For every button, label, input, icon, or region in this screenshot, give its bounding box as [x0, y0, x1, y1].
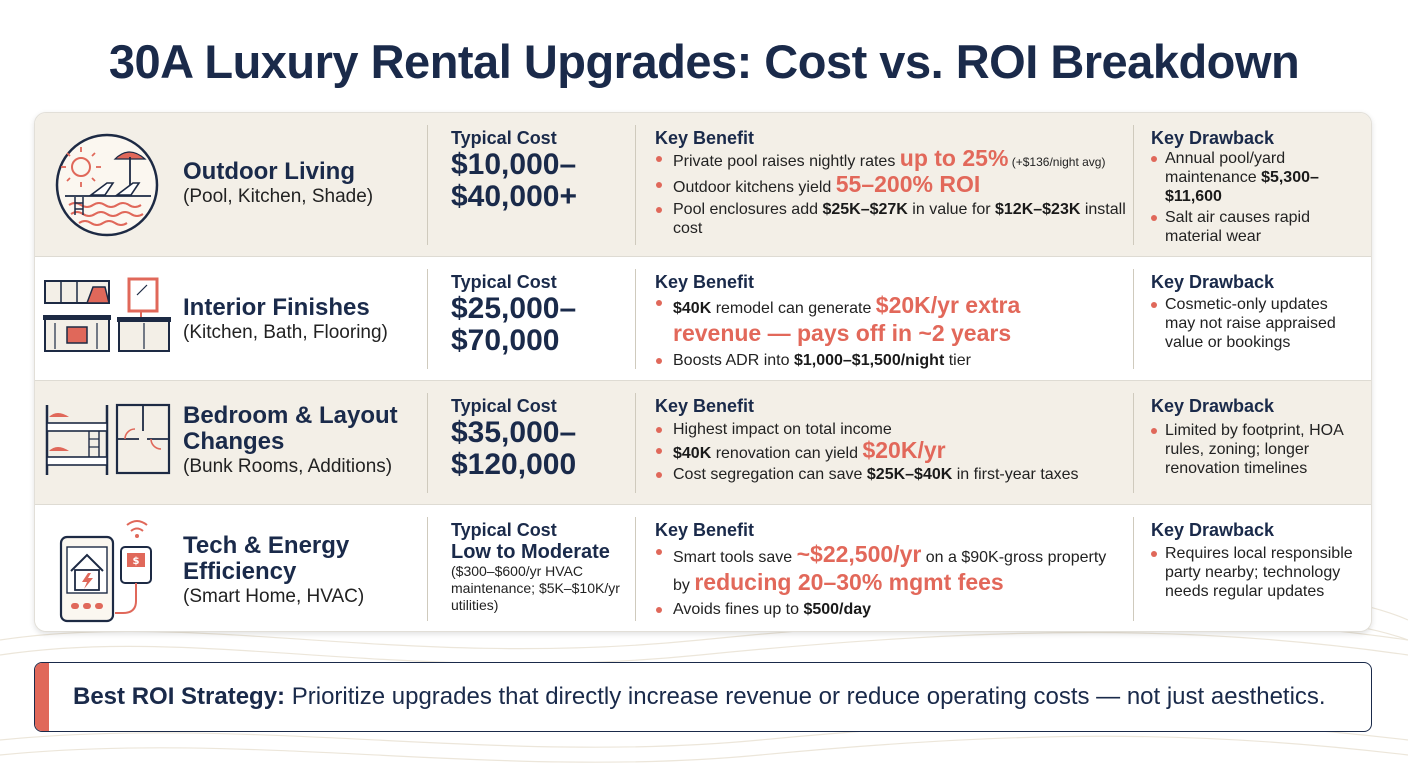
drawback-list: Annual pool/yard maintenance $5,300–$11,…	[1151, 149, 1361, 246]
cost-header: Typical Cost	[451, 272, 557, 292]
benefit-header: Key Benefit	[655, 520, 755, 540]
drawback-item: Cosmetic-only updates may not raise appr…	[1151, 295, 1351, 352]
page-title: 30A Luxury Rental Upgrades: Cost vs. ROI…	[108, 35, 1300, 88]
benefit-item: Smart tools save ~$22,500/yr on a $90K-g…	[655, 542, 1125, 598]
cost-value-line2: $120,000	[451, 448, 577, 481]
cost-value-line1: $35,000–	[451, 416, 577, 449]
drawback-header: Key Drawback	[1151, 128, 1275, 148]
category-subtitle: (Smart Home, HVAC)	[183, 586, 365, 607]
table-row-outdoor-living: Outdoor Living (Pool, Kitchen, Shade) Ty…	[35, 113, 1371, 257]
best-roi-strategy-callout: Best ROI Strategy: Prioritize upgrades t…	[34, 662, 1372, 732]
benefit-item: $40K remodel can generate $20K/yr extra …	[655, 293, 1075, 349]
benefit-item: Private pool raises nightly rates up to …	[655, 147, 1135, 172]
benefit-item: $40K renovation can yield $20K/yr	[655, 439, 1135, 463]
table-row-tech-energy: $ Tech & Energy Efficiency (Smart Home, …	[35, 505, 1371, 631]
benefit-item: Pool enclosures add $25K–$27K in value f…	[655, 200, 1135, 238]
outdoor-pool-icon	[55, 133, 159, 237]
category-name: Bedroom & Layout Changes	[183, 402, 398, 455]
cost-value: Low to Moderate	[451, 541, 610, 563]
benefit-header: Key Benefit	[655, 272, 755, 292]
category-name: Outdoor Living	[183, 158, 355, 185]
upgrades-table: Outdoor Living (Pool, Kitchen, Shade) Ty…	[34, 112, 1372, 632]
cost-header: Typical Cost	[451, 520, 557, 540]
bunk-bed-floorplan-icon	[45, 403, 171, 475]
benefit-list: Highest impact on total income $40K reno…	[655, 420, 1135, 484]
drawback-header: Key Drawback	[1151, 272, 1275, 292]
cost-header: Typical Cost	[451, 128, 557, 148]
svg-text:$: $	[133, 556, 140, 567]
cost-details: ($300–$600/yr HVAC maintenance; $5K–$10K…	[451, 563, 620, 613]
drawback-item: Salt air causes rapid material wear	[1151, 208, 1361, 246]
category-name: Interior Finishes	[183, 294, 370, 321]
benefit-item: Boosts ADR into $1,000–$1,500/night tier	[655, 351, 1075, 370]
cost-value-line2: $70,000	[451, 324, 560, 357]
drawback-list: Limited by footprint, HOA rules, zoning;…	[1151, 421, 1356, 478]
cost-value-line1: $25,000–	[451, 292, 577, 325]
kitchen-bath-icon	[43, 277, 171, 352]
drawback-item: Limited by footprint, HOA rules, zoning;…	[1151, 421, 1356, 478]
benefit-list: Smart tools save ~$22,500/yr on a $90K-g…	[655, 542, 1125, 619]
category-subtitle: (Pool, Kitchen, Shade)	[183, 186, 374, 207]
category-subtitle: (Bunk Rooms, Additions)	[183, 456, 393, 477]
category-subtitle: (Kitchen, Bath, Flooring)	[183, 322, 388, 343]
drawback-list: Requires local responsible party nearby;…	[1151, 544, 1356, 601]
drawback-list: Cosmetic-only updates may not raise appr…	[1151, 295, 1351, 352]
benefit-header: Key Benefit	[655, 128, 755, 148]
category-name: Tech & Energy Efficiency	[183, 532, 350, 585]
strategy-label: Best ROI Strategy:	[73, 683, 286, 710]
benefit-header: Key Benefit	[655, 396, 755, 416]
drawback-item: Requires local responsible party nearby;…	[1151, 544, 1356, 601]
table-row-bedroom-layout: Bedroom & Layout Changes (Bunk Rooms, Ad…	[35, 381, 1371, 505]
benefit-item: Highest impact on total income	[655, 420, 1135, 439]
cost-value-line2: $40,000+	[451, 180, 577, 213]
strategy-text: Best ROI Strategy: Prioritize upgrades t…	[73, 683, 1326, 711]
drawback-header: Key Drawback	[1151, 520, 1275, 540]
strategy-body: Prioritize upgrades that directly increa…	[285, 683, 1326, 710]
benefit-list: Private pool raises nightly rates up to …	[655, 147, 1135, 238]
cost-value-line1: $10,000–	[451, 148, 577, 181]
accent-bar	[35, 663, 49, 731]
cost-header: Typical Cost	[451, 396, 557, 416]
benefit-list: $40K remodel can generate $20K/yr extra …	[655, 293, 1075, 370]
benefit-item: Cost segregation can save $25K–$40K in f…	[655, 465, 1135, 484]
smart-home-tablet-icon: $	[59, 520, 152, 623]
benefit-item: Avoids fines up to $500/day	[655, 600, 1125, 619]
drawback-item: Annual pool/yard maintenance $5,300–$11,…	[1151, 149, 1361, 206]
drawback-header: Key Drawback	[1151, 396, 1275, 416]
benefit-item: Outdoor kitchens yield 55–200% ROI	[655, 173, 1135, 197]
table-row-interior-finishes: Interior Finishes (Kitchen, Bath, Floori…	[35, 257, 1371, 381]
